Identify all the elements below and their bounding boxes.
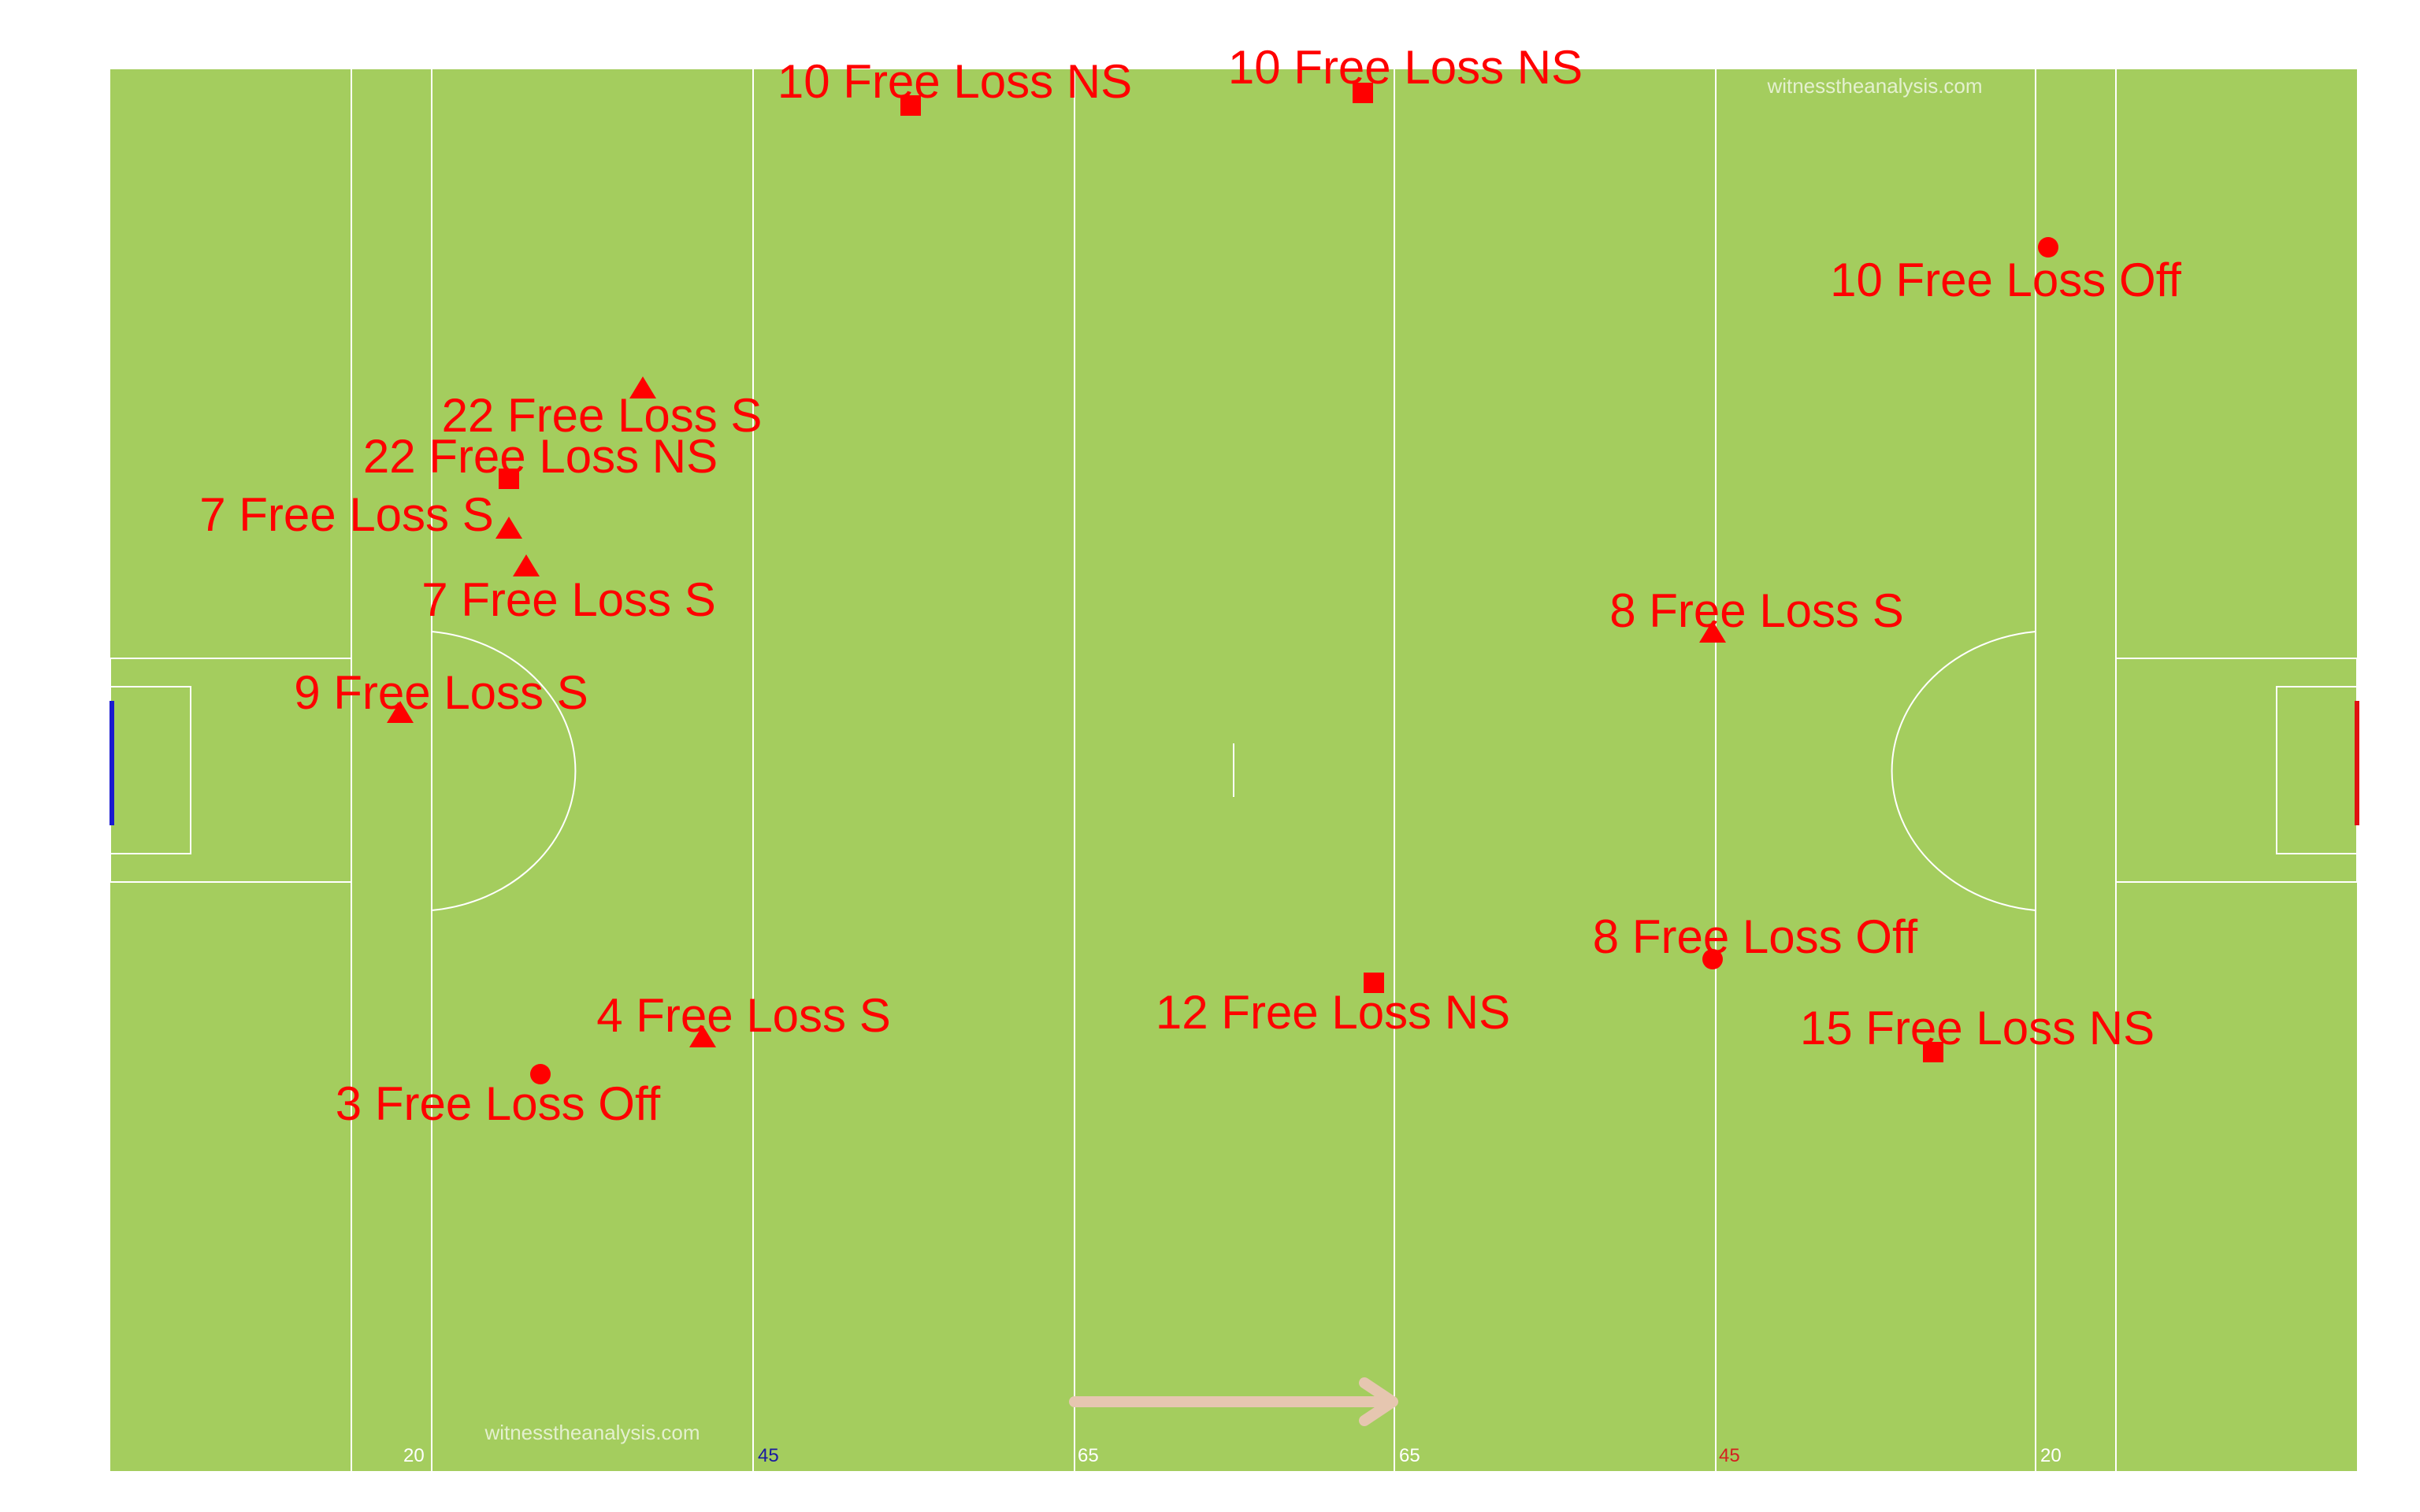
distance-label: 45 <box>758 1445 779 1466</box>
square-marker <box>499 469 519 489</box>
event-label: 12 Free Loss NS <box>1156 986 1510 1039</box>
event-label: 7 Free Loss S <box>421 573 716 626</box>
square-marker <box>1353 83 1373 103</box>
event-label: 15 Free Loss NS <box>1800 1002 2155 1054</box>
square-marker <box>900 95 921 116</box>
event-label: 8 Free Loss S <box>1609 584 1904 637</box>
event-label: 4 Free Loss S <box>596 989 891 1042</box>
triangle-marker <box>1699 621 1726 643</box>
event-label: 10 Free Loss NS <box>1228 41 1583 94</box>
event-label: 8 Free Loss Off <box>1593 910 1918 963</box>
distance-label: 65 <box>1078 1445 1099 1466</box>
distance-labels: 20 45 65 65 45 20 <box>403 1445 2062 1466</box>
triangle-marker <box>387 701 414 723</box>
event-label: 10 Free Loss Off <box>1830 254 2181 306</box>
event-label: 3 Free Loss Off <box>336 1077 661 1130</box>
event-label: 10 Free Loss NS <box>778 55 1132 108</box>
event-markers: 10 Free Loss NS 10 Free Loss NS 10 Free Lo… <box>199 41 2181 1130</box>
arc-right <box>1891 631 2036 911</box>
watermark-bottom: witnesstheanalysis.com <box>484 1421 700 1444</box>
arc-left <box>431 631 577 911</box>
attack-direction-arrow <box>1069 1377 1398 1426</box>
circle-marker <box>2038 237 2058 258</box>
event-label: 22 Free Loss S <box>442 389 763 442</box>
event-label: 7 Free Loss S <box>199 488 494 541</box>
watermark-top: witnesstheanalysis.com <box>1766 74 1982 98</box>
distance-label: 65 <box>1399 1445 1420 1466</box>
square-marker <box>1364 973 1384 993</box>
square-marker <box>1923 1042 1943 1062</box>
distance-label: 20 <box>403 1445 425 1466</box>
circle-marker <box>1702 949 1723 969</box>
triangle-marker <box>496 517 522 539</box>
distance-label: 20 <box>2040 1445 2062 1466</box>
distance-label: 45 <box>1719 1445 1740 1466</box>
circle-marker <box>530 1064 551 1084</box>
triangle-marker <box>513 554 540 576</box>
event-label: 22 Free Loss NS <box>363 430 718 483</box>
triangle-marker <box>689 1025 716 1047</box>
event-label: 9 Free Loss S <box>294 666 588 719</box>
triangle-marker <box>629 376 656 398</box>
